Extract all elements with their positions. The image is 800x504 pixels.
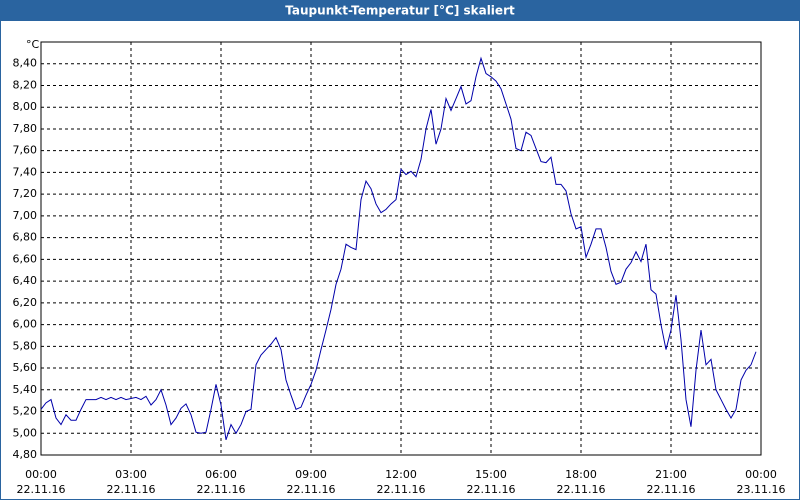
x-tick-label: 21:00 [655,468,687,481]
y-tick-label: 5,20 [13,405,38,418]
x-tick-label: 03:00 [115,468,147,481]
x-tick-label: 12:00 [385,468,417,481]
x-tick-date: 22.11.16 [377,483,426,496]
y-tick-label: 6,00 [13,318,38,331]
x-tick-date: 22.11.16 [287,483,336,496]
y-tick-label: 4,80 [13,448,38,461]
y-tick-label: 7,20 [13,187,38,200]
y-tick-label: 8,40 [13,57,38,70]
x-tick-label: 00:00 [25,468,57,481]
x-tick-date: 22.11.16 [197,483,246,496]
chart-title: Taupunkt-Temperatur [°C] skaliert [285,4,515,18]
y-tick-label: 5,00 [13,426,38,439]
y-tick-label: 5,80 [13,339,38,352]
x-tick-date: 22.11.16 [17,483,66,496]
title-bar [0,0,800,21]
y-tick-label: 6,40 [13,274,38,287]
y-unit: °C [26,38,40,51]
y-tick-label: 8,00 [13,100,38,113]
x-tick-label: 00:00 [745,468,777,481]
x-tick-label: 15:00 [475,468,507,481]
y-tick-label: 6,20 [13,296,38,309]
x-tick-label: 06:00 [205,468,237,481]
x-tick-label: 09:00 [295,468,327,481]
y-tick-label: 7,00 [13,209,38,222]
x-tick-date: 22.11.16 [647,483,696,496]
y-tick-label: 5,40 [13,383,38,396]
x-tick-date: 22.11.16 [557,483,606,496]
y-tick-label: 5,60 [13,361,38,374]
y-tick-label: 7,40 [13,165,38,178]
data-line [40,56,757,440]
y-tick-label: 7,80 [13,122,38,135]
x-tick-date: 22.11.16 [467,483,516,496]
x-tick-date: 23.11.16 [737,483,786,496]
y-tick-label: 8,20 [13,78,38,91]
x-tick-date: 22.11.16 [107,483,156,496]
x-tick-label: 18:00 [565,468,597,481]
y-tick-label: 6,60 [13,252,38,265]
y-tick-label: 7,60 [13,144,38,157]
y-tick-label: 6,80 [13,231,38,244]
